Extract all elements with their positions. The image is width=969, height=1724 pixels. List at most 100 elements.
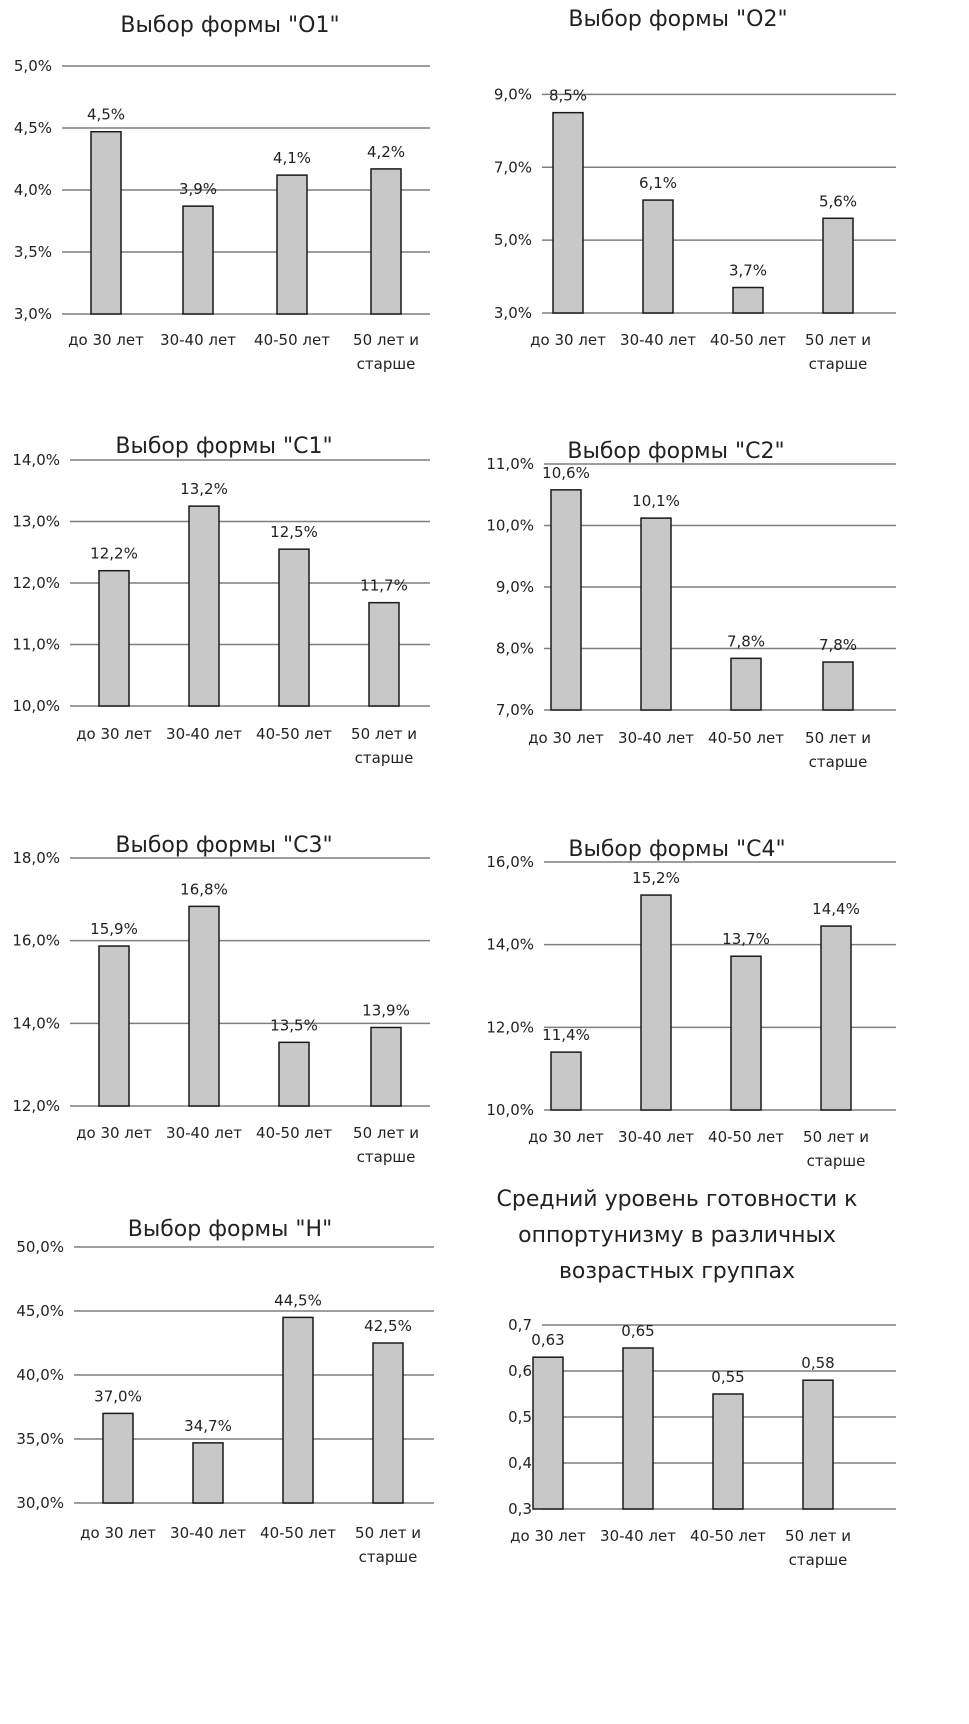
y-tick-label: 8,0% (496, 640, 534, 658)
bar (370, 168, 402, 315)
category-label: 50 лет и (805, 331, 871, 349)
chart-title: возрастных группах (559, 1259, 795, 1284)
category-label: старше (807, 1152, 866, 1170)
bar (98, 569, 130, 707)
bar (98, 945, 130, 1107)
category-label: 40-50 лет (260, 1524, 336, 1542)
chart-o2-svg: Выбор формы "О2" 3,0% 5,0% 7,0% 9,0% 8,5% до 3… (494, 7, 896, 373)
category-label: 30-40 лет (160, 331, 236, 349)
bar (532, 1356, 564, 1510)
chart-title: Выбор формы "С4" (568, 837, 785, 862)
y-tick-label: 12,0% (12, 574, 60, 592)
y-tick-label: 14,0% (12, 1014, 60, 1032)
chart-title: Выбор формы "Н" (128, 1217, 332, 1242)
category-label: до 30 лет (80, 1524, 156, 1542)
category-label: старше (789, 1551, 848, 1569)
category-label: 30-40 лет (600, 1527, 676, 1545)
data-label: 15,9% (90, 920, 138, 938)
chart-group: Выбор формы "С3" 12,0% 14,0% 16,0% 18,0% 15,9… (12, 833, 430, 1166)
chart-o2: Выбор формы "О2" 3,0% 5,0% 7,0% 9,0% 8,5% до 3… (484, 0, 969, 430)
category-label: до 30 лет (528, 1128, 604, 1146)
bar (182, 205, 214, 315)
data-label: 16,8% (180, 880, 228, 898)
y-tick-label: 0,3 (508, 1500, 532, 1518)
bar (282, 1316, 314, 1504)
y-tick-label: 50,0% (16, 1238, 64, 1256)
bar (642, 199, 674, 314)
bar (370, 1026, 402, 1107)
y-tick-label: 5,0% (14, 57, 52, 75)
bar (188, 905, 220, 1107)
category-label: 50 лет и (353, 1124, 419, 1142)
chart-average: Средний уровень готовности к оппортунизму… (484, 1187, 969, 1724)
y-tick-label: 16,0% (12, 932, 60, 950)
y-tick-label: 35,0% (16, 1430, 64, 1448)
y-tick-label: 18,0% (12, 849, 60, 867)
category-label: 40-50 лет (708, 1128, 784, 1146)
category-label: 30-40 лет (166, 1124, 242, 1142)
bar (640, 894, 672, 1111)
chart-s4: Выбор формы "С4" 10,0% 12,0% 14,0% 16,0% 11,4… (484, 837, 969, 1298)
y-tick-label: 10,0% (12, 697, 60, 715)
category-label: 30-40 лет (618, 729, 694, 747)
bar (822, 661, 854, 711)
category-label: до 30 лет (528, 729, 604, 747)
data-label: 0,65 (621, 1322, 654, 1340)
bar (640, 517, 672, 711)
chart-title: Средний уровень готовности к (497, 1187, 858, 1212)
chart-title: Выбор формы "О2" (568, 7, 787, 32)
chart-s3: Выбор формы "С3" 12,0% 14,0% 16,0% 18,0% 15,9… (0, 833, 484, 1298)
chart-group: Выбор формы "Н" 30,0% 35,0% 40,0% 45,0% 50,0%… (16, 1217, 434, 1566)
category-label: старше (355, 749, 414, 767)
data-label: 11,4% (542, 1026, 590, 1044)
bar (276, 174, 308, 315)
category-label: 30-40 лет (170, 1524, 246, 1542)
data-label: 13,7% (722, 930, 770, 948)
chart-title: Выбор формы "О1" (120, 13, 339, 38)
chart-group: Выбор формы "С4" 10,0% 12,0% 14,0% 16,0% 11,4… (486, 837, 896, 1170)
y-tick-label: 11,0% (486, 455, 534, 473)
data-label: 11,7% (360, 577, 408, 595)
chart-title: Выбор формы "С3" (115, 833, 332, 858)
y-tick-label: 11,0% (12, 636, 60, 654)
data-label: 13,9% (362, 1001, 410, 1019)
y-tick-label: 4,0% (14, 181, 52, 199)
data-label: 13,2% (180, 480, 228, 498)
chart-s2-svg: Выбор формы "С2" 7,0% 8,0% 9,0% 10,0% 11,0% 10… (486, 439, 896, 771)
category-label: старше (357, 1148, 416, 1166)
bar (278, 548, 310, 707)
category-label: до 30 лет (68, 331, 144, 349)
data-label: 3,9% (179, 180, 217, 198)
category-label: до 30 лет (530, 331, 606, 349)
y-tick-label: 14,0% (12, 451, 60, 469)
bar (822, 217, 854, 314)
chart-group: Выбор формы "О2" 3,0% 5,0% 7,0% 9,0% 8,5% до 3… (494, 7, 896, 373)
y-tick-label: 10,0% (486, 1101, 534, 1119)
chart-s4-svg: Выбор формы "С4" 10,0% 12,0% 14,0% 16,0% 11,4… (486, 837, 896, 1170)
y-tick-label: 5,0% (494, 231, 532, 249)
bar (368, 601, 400, 707)
bar (820, 925, 852, 1111)
bar (730, 955, 762, 1111)
bar (730, 657, 762, 711)
bar (732, 286, 764, 314)
chart-average-svg: Средний уровень готовности к оппортунизму… (497, 1187, 896, 1569)
data-label: 15,2% (632, 869, 680, 887)
category-label: 30-40 лет (618, 1128, 694, 1146)
y-tick-label: 45,0% (16, 1302, 64, 1320)
y-tick-label: 4,5% (14, 119, 52, 137)
category-label: 50 лет и (803, 1128, 869, 1146)
y-tick-label: 0,6 (508, 1362, 532, 1380)
chart-title: оппортунизму в различных (518, 1223, 836, 1248)
y-tick-label: 13,0% (12, 513, 60, 531)
data-label: 4,2% (367, 143, 405, 161)
category-label: 50 лет и (355, 1524, 421, 1542)
category-label: до 30 лет (76, 725, 152, 743)
chart-n: Выбор формы "Н" 30,0% 35,0% 40,0% 45,0% 50,0%… (0, 1217, 484, 1724)
data-label: 12,5% (270, 523, 318, 541)
y-tick-label: 14,0% (486, 936, 534, 954)
bar (102, 1412, 134, 1504)
y-tick-label: 7,0% (494, 158, 532, 176)
category-label: 40-50 лет (256, 725, 332, 743)
chart-group: Средний уровень готовности к оппортунизму… (497, 1187, 896, 1569)
